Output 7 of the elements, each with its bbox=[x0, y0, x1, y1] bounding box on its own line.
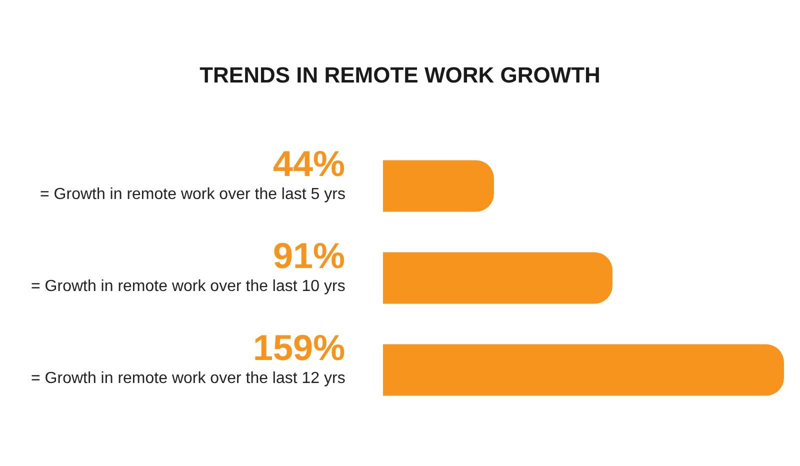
data-label: 159% bbox=[253, 327, 346, 368]
y-tick-label: = Growth in remote work over the last 10 yrs bbox=[31, 278, 346, 295]
y-tick-label: = Growth in remote work over the last 5 yrs bbox=[40, 186, 346, 203]
data-label: 44% bbox=[273, 143, 346, 184]
y-tick-label: = Growth in remote work over the last 12 yrs bbox=[31, 370, 346, 387]
data-label: 91% bbox=[273, 235, 346, 276]
chart-title: TRENDS IN REMOTE WORK GROWTH bbox=[200, 62, 600, 88]
